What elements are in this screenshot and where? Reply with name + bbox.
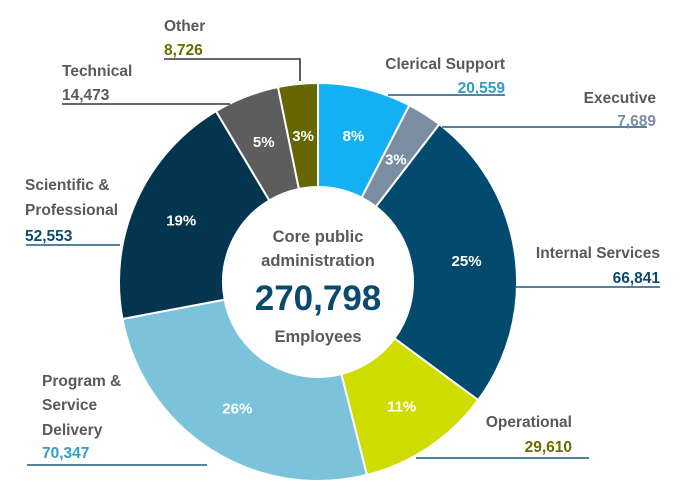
leader-lines-group xyxy=(26,58,660,466)
slice-internal xyxy=(374,122,518,402)
category-label-clerical: Clerical Support xyxy=(385,56,505,73)
category-labels-group: Clerical Support 20,559 Executive 7,689 Inte… xyxy=(25,18,660,462)
category-label-scientific: Professional xyxy=(25,202,118,219)
center-total: 270,798 xyxy=(255,279,382,318)
category-label-program: Service xyxy=(42,397,98,414)
center-label: Core public administration 270,798 Emplo… xyxy=(255,228,382,346)
category-label-program: Program & xyxy=(42,373,121,390)
center-line3: Employees xyxy=(274,328,361,346)
value-label-program: 70,347 xyxy=(42,445,89,462)
pct-label-other: 3% xyxy=(292,128,314,145)
donut-hole xyxy=(224,188,412,376)
center-line1: Core public xyxy=(273,228,364,246)
slice-other xyxy=(276,81,319,191)
percent-labels-group: 8% 3% 25% 11% 26% 19% 5% 3% xyxy=(166,128,481,418)
value-label-operational: 29,610 xyxy=(525,439,572,456)
category-label-executive: Executive xyxy=(584,90,657,107)
center-line2: administration xyxy=(261,252,375,270)
pct-label-program: 26% xyxy=(222,400,252,417)
value-label-clerical: 20,559 xyxy=(458,80,506,97)
slices-group xyxy=(118,81,518,482)
value-label-technical: 14,473 xyxy=(62,87,110,104)
category-label-technical: Technical xyxy=(62,63,132,80)
pct-label-operational: 11% xyxy=(387,398,416,415)
category-label-internal: Internal Services xyxy=(536,245,660,262)
slice-scientific xyxy=(118,109,271,321)
value-label-executive: 7,689 xyxy=(617,113,656,130)
slice-program xyxy=(121,298,369,482)
value-label-internal: 66,841 xyxy=(613,270,661,287)
category-label-other: Other xyxy=(164,18,205,35)
category-label-program: Delivery xyxy=(42,422,103,439)
pct-label-executive: 3% xyxy=(385,152,407,169)
category-label-operational: Operational xyxy=(486,414,572,431)
value-label-other: 8,726 xyxy=(164,42,203,59)
pct-label-internal: 25% xyxy=(452,253,482,270)
pct-label-scientific: 19% xyxy=(166,212,196,229)
pct-label-clerical: 8% xyxy=(343,128,365,145)
value-label-scientific: 52,553 xyxy=(25,228,73,245)
leader-line-other xyxy=(164,58,301,81)
category-label-scientific: Scientific & xyxy=(25,177,109,194)
pct-label-technical: 5% xyxy=(253,134,275,151)
